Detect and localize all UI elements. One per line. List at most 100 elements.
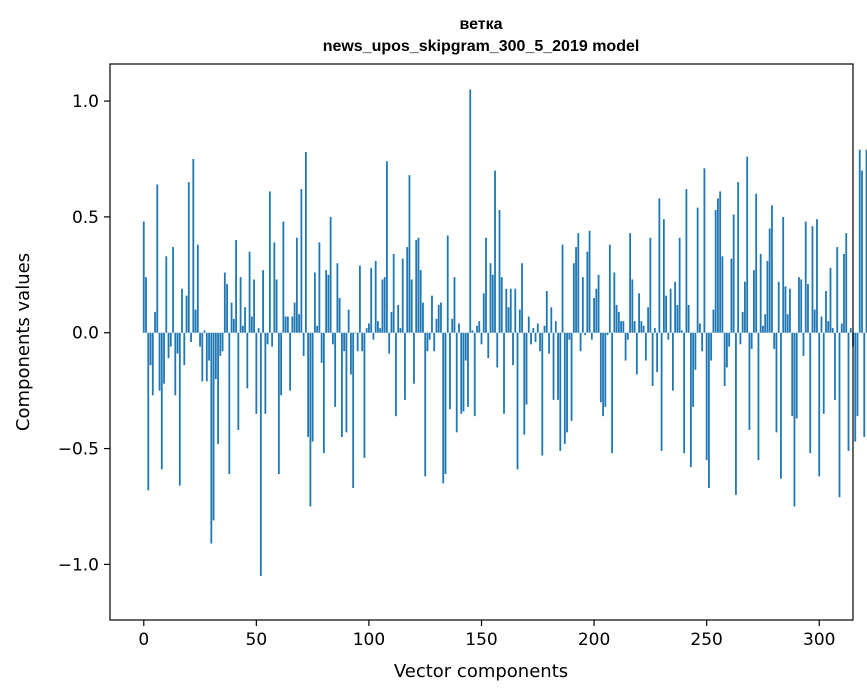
bar bbox=[746, 156, 749, 333]
bar bbox=[615, 304, 618, 333]
x-axis-ticks: 0 50 100 150 200 250 300 bbox=[138, 620, 835, 650]
bar bbox=[642, 325, 645, 333]
bar bbox=[586, 251, 589, 333]
bar bbox=[455, 332, 458, 433]
bar bbox=[194, 309, 197, 333]
x-tick-label: 200 bbox=[578, 630, 610, 650]
bar bbox=[345, 332, 348, 433]
bar bbox=[588, 230, 591, 333]
bar bbox=[165, 256, 168, 333]
bar bbox=[343, 332, 346, 352]
bar bbox=[708, 332, 710, 488]
bar bbox=[388, 332, 391, 354]
bar bbox=[629, 233, 631, 333]
bar bbox=[217, 332, 219, 444]
bar bbox=[183, 332, 186, 366]
bar bbox=[228, 332, 231, 475]
bar bbox=[311, 332, 314, 442]
bar bbox=[275, 279, 278, 333]
bar bbox=[309, 332, 312, 507]
bar bbox=[347, 309, 350, 333]
bar bbox=[359, 265, 361, 333]
bar bbox=[271, 332, 274, 347]
bar bbox=[741, 311, 744, 333]
bar bbox=[174, 332, 177, 396]
bar bbox=[395, 332, 397, 417]
bar bbox=[410, 279, 413, 333]
bar bbox=[397, 304, 400, 333]
bar bbox=[581, 277, 584, 333]
bar bbox=[604, 332, 607, 407]
bar bbox=[226, 284, 228, 333]
bar bbox=[611, 332, 613, 454]
bar bbox=[250, 316, 253, 333]
bar bbox=[579, 332, 582, 352]
y-tick-label: 0.0 bbox=[72, 324, 99, 344]
bar bbox=[268, 191, 271, 333]
bar bbox=[676, 304, 679, 333]
bar bbox=[744, 281, 746, 333]
bar bbox=[685, 189, 688, 333]
bar bbox=[692, 332, 695, 407]
bar bbox=[818, 332, 821, 477]
bar bbox=[584, 332, 586, 336]
bar bbox=[241, 325, 244, 333]
bar bbox=[291, 316, 294, 333]
bar bbox=[834, 332, 836, 400]
bar bbox=[158, 332, 161, 391]
bar bbox=[246, 332, 249, 389]
bar bbox=[602, 332, 604, 417]
bar bbox=[313, 272, 316, 333]
bar bbox=[849, 328, 852, 333]
bar bbox=[239, 277, 242, 333]
bar bbox=[307, 332, 310, 437]
bar bbox=[223, 272, 226, 333]
bar bbox=[176, 332, 179, 354]
bar bbox=[341, 332, 343, 437]
bar bbox=[856, 332, 859, 417]
bar bbox=[689, 332, 692, 468]
bar bbox=[822, 332, 825, 414]
bar bbox=[726, 332, 728, 368]
bar bbox=[151, 332, 154, 396]
bar bbox=[530, 332, 532, 345]
bar bbox=[201, 332, 204, 382]
bar bbox=[575, 247, 577, 333]
bar bbox=[608, 244, 611, 333]
bar bbox=[237, 332, 240, 431]
bar bbox=[325, 270, 328, 333]
bar bbox=[244, 307, 246, 333]
bar bbox=[208, 332, 210, 361]
bar bbox=[370, 267, 373, 333]
bar bbox=[458, 323, 460, 333]
bar bbox=[739, 332, 742, 345]
y-axis-label: Components values bbox=[13, 253, 34, 431]
bar bbox=[392, 253, 395, 333]
bar bbox=[561, 244, 564, 333]
bar bbox=[838, 332, 841, 498]
bar bbox=[687, 304, 690, 333]
bar bbox=[622, 321, 625, 333]
bar bbox=[199, 332, 201, 347]
bar bbox=[169, 332, 172, 347]
bar bbox=[863, 332, 866, 437]
bar bbox=[264, 332, 267, 414]
bar bbox=[647, 307, 650, 333]
bar bbox=[557, 332, 559, 400]
bar bbox=[460, 332, 463, 414]
bar bbox=[753, 270, 755, 333]
bar bbox=[861, 170, 863, 333]
bar bbox=[543, 325, 546, 333]
y-tick-label: 0.5 bbox=[72, 208, 99, 228]
bar bbox=[235, 240, 237, 333]
bar bbox=[289, 332, 292, 391]
bar bbox=[620, 321, 622, 333]
bar bbox=[660, 332, 663, 451]
plot-area-frame bbox=[109, 63, 854, 621]
y-axis-ticks: −1.0 −0.5 0.0 0.5 1.0 bbox=[58, 92, 110, 575]
bar bbox=[471, 330, 474, 333]
bar bbox=[476, 325, 478, 333]
bar bbox=[703, 168, 706, 333]
bar bbox=[854, 332, 857, 442]
bar bbox=[595, 288, 598, 333]
